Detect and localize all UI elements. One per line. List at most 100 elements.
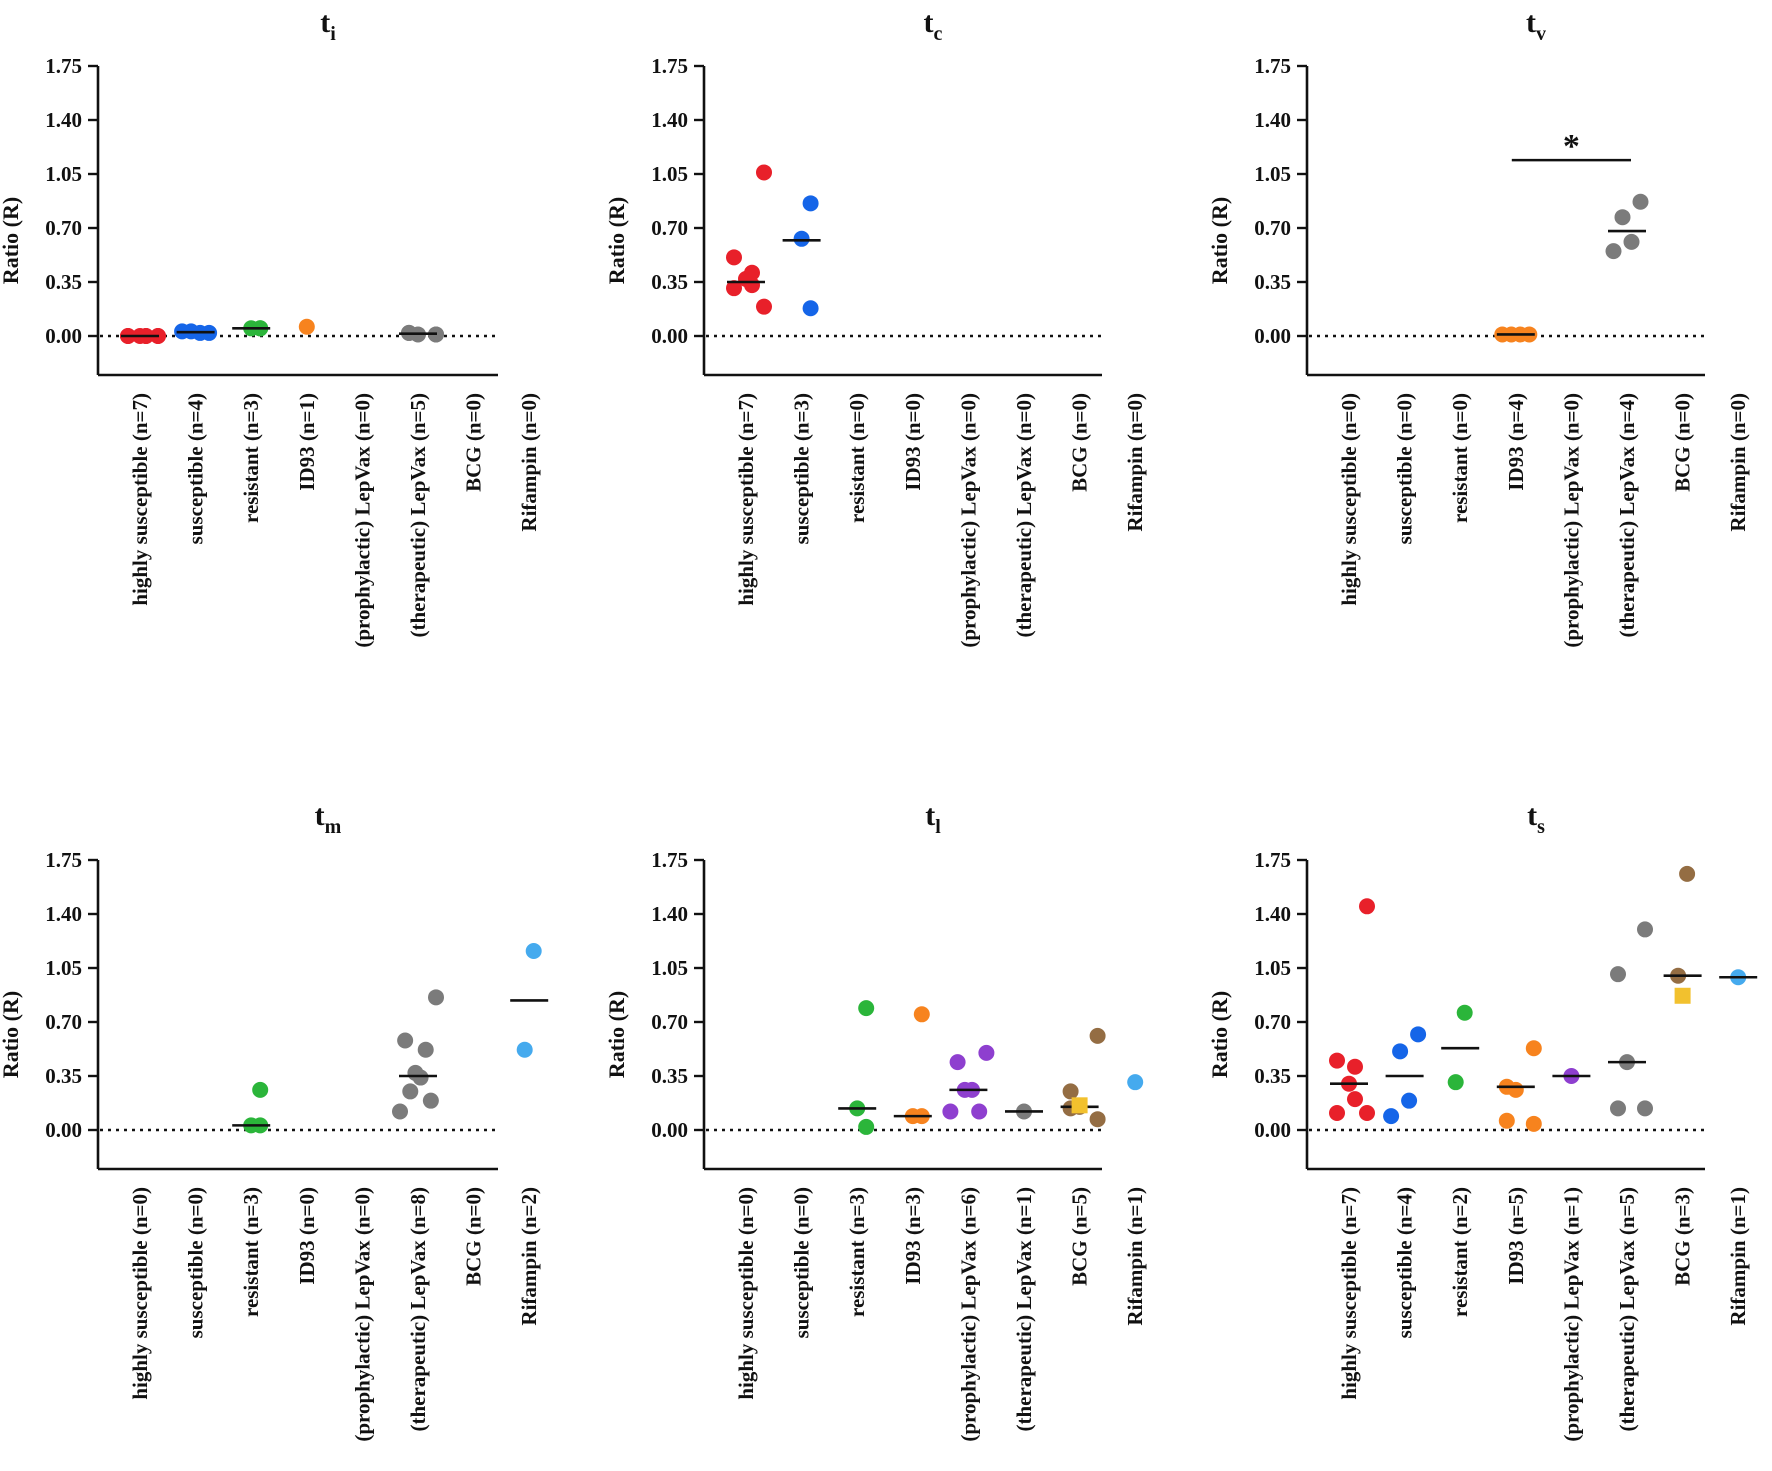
x-tick-label: resistant (n=0) <box>845 393 869 523</box>
data-point <box>428 989 444 1006</box>
chart-title-main: t <box>924 6 934 39</box>
data-point <box>793 230 810 247</box>
y-tick-label: 0.00 <box>45 324 82 348</box>
data-point <box>1610 1100 1626 1117</box>
chart-title-subscript: l <box>935 816 941 838</box>
data-point <box>1392 1043 1409 1060</box>
x-tick-label: resistant (n=0) <box>1448 393 1472 523</box>
y-tick-label: 0.35 <box>45 1064 82 1088</box>
x-tick-label: resistant (n=3) <box>239 393 263 523</box>
x-tick-label: ID93 (n=0) <box>901 393 925 491</box>
x-tick-label: resistant (n=3) <box>239 1187 263 1317</box>
y-tick-label: 0.00 <box>1254 324 1291 348</box>
data-point <box>726 249 742 266</box>
x-tick-label: susceptible (n=0) <box>184 1187 208 1338</box>
data-point <box>744 277 760 294</box>
data-point <box>298 318 315 335</box>
data-point <box>913 1006 930 1023</box>
panel-1: ti 0.00 0.35 0.70 1.05 1.40 1.75 Ratio (R) highl… <box>0 6 541 648</box>
x-tick-label: (therapeutic) LepVax (n=0) <box>1012 393 1036 638</box>
y-tick-label: 0.70 <box>1254 216 1291 240</box>
data-point <box>1062 1083 1079 1100</box>
x-tick-label: Rifampin (n=0) <box>1123 393 1147 532</box>
y-tick-label: 1.05 <box>1254 956 1291 980</box>
x-tick-label: (therapeutic) LepVax (n=5) <box>406 393 430 638</box>
data-point <box>1359 898 1375 915</box>
x-tick-label: Rifampin (n=0) <box>1726 393 1750 532</box>
data-point <box>1525 1115 1542 1132</box>
data-point <box>412 1069 429 1086</box>
x-tick-label: (prophylactic) LepVax (n=6) <box>956 1187 980 1442</box>
data-point <box>1383 1108 1400 1125</box>
x-tick-label: BCG (n=5) <box>1068 1187 1092 1286</box>
x-tick-label: ID93 (n=1) <box>295 393 319 491</box>
x-tick-label: (therapeutic) LepVax (n=8) <box>406 1187 430 1432</box>
data-point <box>402 1083 419 1100</box>
data-point <box>971 1103 988 1120</box>
data-point <box>756 164 772 181</box>
chart-title-main: t <box>320 6 330 39</box>
data-point <box>978 1044 995 1061</box>
y-tick-label: 0.70 <box>45 1010 82 1034</box>
data-point <box>802 300 819 317</box>
y-tick-label: 1.75 <box>45 54 82 78</box>
y-tick-label: 1.40 <box>651 108 688 132</box>
y-tick-label: 1.05 <box>651 162 688 186</box>
x-tick-label: ID93 (n=5) <box>1504 1187 1528 1285</box>
x-tick-label: BCG (n=0) <box>462 393 486 492</box>
y-tick-label: 1.75 <box>45 848 82 872</box>
data-point <box>1507 1081 1524 1098</box>
chart-title-main: t <box>1526 6 1536 39</box>
y-tick-label: 0.35 <box>45 270 82 294</box>
x-tick-label: (prophylactic) LepVax (n=0) <box>1559 393 1583 648</box>
panel-3: tv 0.00 0.35 0.70 1.05 1.40 1.75 Ratio (R) highl… <box>1207 6 1750 648</box>
data-point <box>1359 1105 1375 1122</box>
y-tick-label: 1.40 <box>651 902 688 926</box>
y-tick-label: 1.05 <box>651 956 688 980</box>
data-point <box>1632 193 1649 210</box>
x-tick-label: BCG (n=0) <box>1068 393 1092 492</box>
y-tick-label: 0.35 <box>651 1064 688 1088</box>
x-tick-label: highly susceptible (n=7) <box>128 393 152 606</box>
y-tick-label: 1.40 <box>1254 108 1291 132</box>
x-tick-label: (prophylactic) LepVax (n=0) <box>350 1187 374 1442</box>
data-point <box>1347 1091 1363 1108</box>
y-axis-label: Ratio (R) <box>0 991 23 1078</box>
data-point <box>252 1081 269 1098</box>
x-tick-label: (prophylactic) LepVax (n=1) <box>1559 1187 1583 1442</box>
x-tick-label: (therapeutic) LepVax (n=5) <box>1615 1187 1639 1432</box>
chart-title: tl <box>925 799 941 838</box>
y-tick-label: 0.70 <box>651 216 688 240</box>
chart-title-main: t <box>1527 799 1537 832</box>
y-tick-label: 0.70 <box>45 216 82 240</box>
chart-title-subscript: s <box>1537 816 1545 838</box>
chart-title-subscript: c <box>934 23 943 45</box>
chart-title: tv <box>1526 6 1546 45</box>
y-tick-label: 1.75 <box>651 848 688 872</box>
chart-title-subscript: i <box>330 23 336 45</box>
panel-4: tm 0.00 0.35 0.70 1.05 1.40 1.75 Ratio (R) highl… <box>0 799 549 1442</box>
chart-title: tc <box>924 6 943 45</box>
y-tick-label: 0.00 <box>651 324 688 348</box>
data-point <box>1127 1074 1144 1091</box>
data-point <box>1447 1074 1464 1091</box>
x-tick-label: highly susceptible (n=0) <box>1337 393 1361 606</box>
data-point <box>726 280 742 297</box>
y-tick-label: 0.70 <box>1254 1010 1291 1034</box>
chart-title-main: t <box>315 799 325 832</box>
panel-5: tl 0.00 0.35 0.70 1.05 1.40 1.75 Ratio (R) highl… <box>604 799 1147 1442</box>
y-axis-label: Ratio (R) <box>0 197 23 284</box>
data-point <box>392 1103 408 1120</box>
y-axis-label: Ratio (R) <box>604 197 629 284</box>
data-point <box>1637 921 1653 938</box>
x-tick-label: Rifampin (n=1) <box>1123 1187 1147 1326</box>
y-tick-label: 1.40 <box>45 108 82 132</box>
data-point <box>516 1041 533 1058</box>
y-tick-label: 1.75 <box>651 54 688 78</box>
data-point <box>1605 243 1622 260</box>
data-point <box>1089 1027 1106 1044</box>
data-point <box>1329 1052 1345 1069</box>
x-tick-label: highly susceptible (n=7) <box>1337 1187 1361 1400</box>
chart-title: tm <box>315 799 342 838</box>
